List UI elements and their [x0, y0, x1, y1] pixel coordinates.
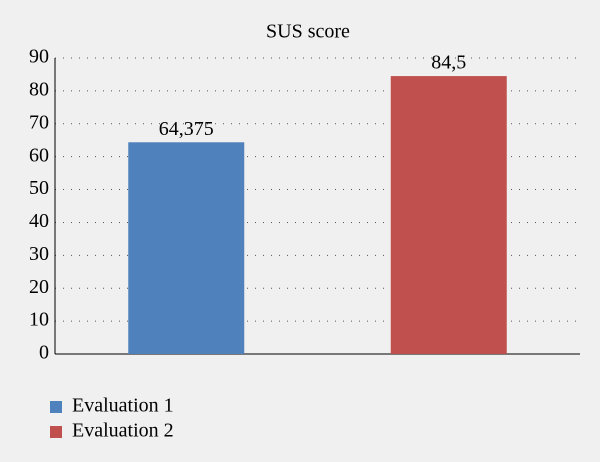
bar	[390, 76, 507, 354]
y-tick-label: 10	[29, 309, 49, 331]
data-label: 64,375	[159, 118, 214, 140]
y-tick-label: 60	[29, 144, 49, 166]
bar	[128, 142, 245, 354]
y-tick-label: 80	[29, 78, 49, 100]
y-tick-label: 50	[29, 177, 49, 199]
y-tick-label: 20	[29, 276, 49, 298]
y-tick-label: 30	[29, 243, 49, 265]
data-label: 84,5	[431, 52, 466, 74]
legend-label: Evaluation 2	[72, 420, 174, 442]
chart-title: SUS score	[266, 21, 350, 43]
y-tick-label: 90	[29, 46, 49, 68]
legend-swatch	[50, 401, 62, 413]
legend-swatch	[50, 426, 62, 438]
y-tick-label: 0	[39, 342, 49, 364]
y-tick-label: 40	[29, 210, 49, 232]
legend-label: Evaluation 1	[72, 395, 174, 417]
y-tick-label: 70	[29, 111, 49, 133]
